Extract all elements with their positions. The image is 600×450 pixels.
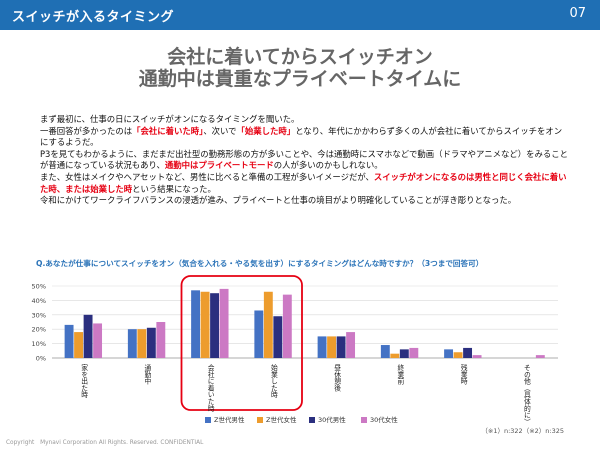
body-paragraph-2: 一番回答が多かったのは「会社に着いた時」、次いで「始業した時」となり、年代にかか…: [40, 126, 570, 149]
bar: [535, 355, 545, 358]
highlight-text: スイッチがオンになるのは男性と同じく会社に着いた時、または始業した時: [40, 171, 567, 194]
bar: [472, 355, 482, 358]
bar: [453, 352, 463, 358]
highlight-text: 通勤中はプライベートモード: [164, 160, 274, 171]
bar: [399, 349, 409, 358]
body-text-span: また、女性はメイクやヘアセットなど、男性に比べると準備の工程が多いイメージだが、: [40, 171, 374, 182]
body-paragraph-1: まず最初に、仕事の日にスイッチがオンになるタイミングを聞いた。: [40, 114, 300, 124]
bar: [390, 353, 400, 358]
category-label: 始業した時: [269, 363, 277, 398]
legend-swatch: [205, 417, 211, 423]
bar: [273, 316, 283, 358]
y-tick-label: 0%: [36, 355, 46, 363]
y-tick-label: 30%: [32, 311, 46, 319]
bar: [317, 336, 327, 358]
body-paragraph-3: P3を見てもわかるように、まだまだ出社型の勤務形態の方が多いことや、今は通勤時に…: [40, 149, 570, 172]
y-tick-label: 10%: [32, 340, 46, 348]
section-title: スイッチが入るタイミング: [12, 10, 175, 25]
category-label: 通勤中: [143, 363, 151, 386]
bar-chart: 0% 10% 20% 30% 40% 50% 家を出た時 通勤中 会社に着いた時 始業した時 昼休憩…: [32, 275, 558, 425]
category-label: 残業時: [459, 363, 467, 385]
highlight-text: 「会社に着いた時」: [132, 125, 204, 136]
bar: [64, 324, 74, 358]
bar: [83, 314, 93, 358]
category-label: その他（具体的に）: [522, 364, 530, 425]
legend-swatch: [361, 417, 367, 423]
bar: [219, 288, 229, 358]
category-label: 家を出た時: [80, 363, 88, 398]
body-text-span: 、次いで: [203, 125, 237, 136]
bar: [254, 310, 264, 358]
bar: [409, 347, 419, 358]
category-label: 会社に着いた時: [206, 363, 214, 412]
highlight-box: [180, 275, 303, 411]
body-text-span: P3を見てもわかるように、まだまだ出社型の勤務形態の方が多いことや、今は通勤時に…: [40, 148, 568, 171]
y-tick-label: 40%: [32, 297, 46, 305]
headline: 会社に着いてからスイッチオン 通勤中は貴重なプライベートタイムに: [0, 46, 600, 90]
header-bar: スイッチが入るタイミング 07: [0, 0, 600, 30]
page-number: 07: [569, 6, 586, 21]
bar: [444, 349, 454, 358]
survey-question: Q.あなたが仕事についてスイッチをオン（気合を入れる・やる気を出す）にするタイミ…: [36, 259, 484, 268]
body-text-span: 一番回答が多かったのは: [40, 125, 133, 136]
copyright: Copyright Mynavi Corporation All Rights.…: [6, 440, 204, 446]
bar: [336, 336, 346, 358]
headline-line-1: 会社に着いてからスイッチオン: [167, 46, 433, 68]
body-paragraph-5: 令和にかけてワークライフバランスの浸透が進み、プライベートと仕事の境目がより明確…: [40, 195, 517, 206]
category-label: 終業前: [396, 363, 404, 386]
bar: [380, 345, 390, 358]
bar: [93, 323, 103, 358]
body-text-span: という結果になった。: [132, 183, 216, 194]
bar: [156, 322, 166, 358]
legend-label: 30代女性: [370, 415, 398, 424]
legend-label: 30代男性: [318, 415, 346, 424]
bar: [74, 332, 84, 358]
legend-swatch: [257, 417, 263, 423]
y-tick-label: 50%: [32, 283, 46, 291]
bar: [263, 291, 273, 358]
bar: [127, 329, 137, 358]
bar: [463, 347, 473, 358]
y-tick-label: 20%: [32, 326, 46, 334]
headline-line-2: 通勤中は貴重なプライベートタイムに: [138, 68, 462, 90]
legend-label: Z世代女性: [266, 415, 297, 424]
category-label: 昼休憩後: [333, 364, 341, 391]
highlight-text: 「始業した時」: [236, 125, 296, 136]
bar: [327, 336, 337, 358]
bar: [137, 329, 147, 358]
bar: [191, 290, 201, 358]
legend-label: Z世代男性: [214, 415, 245, 424]
bar: [146, 327, 156, 358]
bar: [346, 332, 356, 358]
body-text: まず最初に、仕事の日にスイッチがオンになるタイミングを聞いた。 一番回答が多かっ…: [40, 114, 570, 207]
body-text-span: となり、年代にかかわらず多くの人が会社に着いてからスイッチをオンにするようだ。: [40, 125, 563, 148]
legend-swatch: [309, 417, 315, 423]
sample-size-note: （※1）n:322（※2）n:325: [481, 427, 564, 435]
bar: [282, 294, 292, 358]
bar: [200, 291, 210, 358]
body-paragraph-4: また、女性はメイクやヘアセットなど、男性に比べると準備の工程が多いイメージだが、…: [40, 172, 570, 195]
bar: [210, 293, 220, 358]
body-text-span: の人が多いのかもしれない。: [273, 160, 383, 171]
